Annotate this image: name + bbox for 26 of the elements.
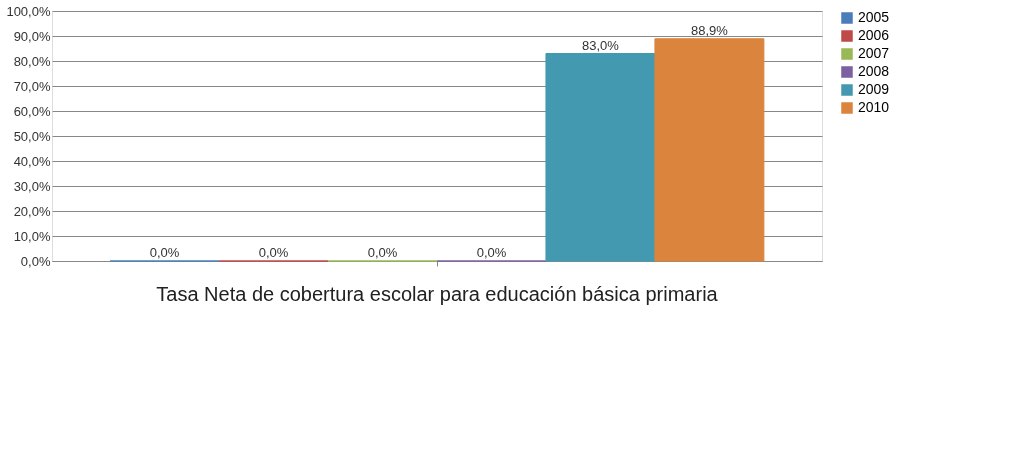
y-tick-label: 20,0% [13, 203, 51, 219]
legend-label: 2007 [858, 45, 890, 61]
legend-label: 2010 [858, 99, 890, 115]
x-tick-label: Tasa Neta de cobertura escolar para educación básica primaria [156, 282, 719, 305]
data-label: 0,0% [367, 245, 398, 260]
y-tick-label: 80,0% [13, 53, 51, 69]
data-label: 88,9% [690, 22, 729, 38]
y-tick-label: 60,0% [13, 103, 51, 119]
data-label: 83,0% [582, 37, 620, 53]
y-tick-label: 50,0% [13, 128, 51, 144]
legend-label: 2009 [858, 81, 890, 97]
y-tick-label: 100,0% [6, 3, 51, 19]
y-tick-label: 40,0% [13, 153, 51, 169]
bar [545, 53, 656, 262]
data-label: 0,0% [149, 245, 180, 260]
y-tick-label: 10,0% [13, 228, 51, 244]
y-tick-label: 90,0% [13, 28, 51, 44]
y-tick-label: 0,0% [20, 253, 51, 269]
y-tick-label: 70,0% [13, 78, 51, 94]
data-label: 0,0% [258, 245, 289, 260]
y-tick-label: 30,0% [13, 178, 51, 194]
legend-label: 2008 [858, 63, 890, 79]
legend-label: 2006 [858, 27, 890, 43]
data-label: 0,0% [476, 245, 507, 260]
bar [654, 38, 765, 262]
legend-label: 2005 [858, 9, 890, 25]
